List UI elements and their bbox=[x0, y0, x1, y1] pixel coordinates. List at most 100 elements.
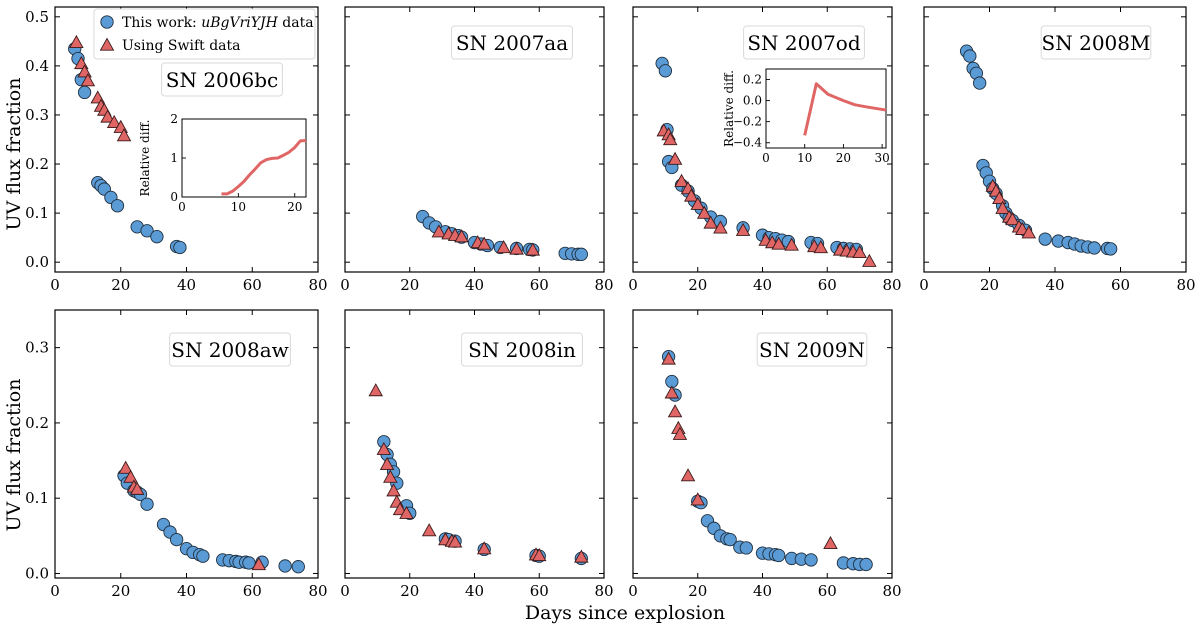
sn-label-text: SN 2007aa bbox=[456, 31, 568, 55]
point-swift bbox=[376, 441, 392, 455]
x-tick-label: 20 bbox=[400, 276, 419, 294]
point-swift bbox=[421, 523, 437, 537]
x-tick-label: 40 bbox=[753, 276, 772, 294]
point-swift bbox=[531, 547, 547, 562]
legend: This work: uBgVriYJH data Using Swift dat… bbox=[93, 8, 316, 60]
panel-sn-2006bc: 0 20 40 60 800.00.10.20.30.40.5SN 2006bc bbox=[25, 6, 328, 294]
point-swift bbox=[674, 173, 689, 187]
legend-label-italic: uBgVriYJH bbox=[201, 15, 278, 31]
x-tick-label: 60 bbox=[1111, 276, 1130, 294]
sn-label: SN 2008aw bbox=[169, 332, 291, 367]
point-swift bbox=[496, 240, 511, 254]
y-tick-label: 0.2 bbox=[25, 414, 49, 432]
inset-y-tick-label: 0.0 bbox=[743, 94, 762, 108]
inset-x-tick-label: 20 bbox=[836, 151, 851, 165]
x-tick-label: 0 bbox=[628, 582, 638, 600]
sn-label-text: SN 2008M bbox=[1042, 31, 1151, 55]
point-swift bbox=[80, 73, 96, 87]
point-swift bbox=[661, 351, 676, 365]
point-swift bbox=[862, 253, 877, 267]
sn-label: SN 2006bc bbox=[161, 62, 283, 97]
sn-label-box bbox=[756, 332, 868, 367]
x-tick-label: 20 bbox=[980, 276, 999, 294]
point-swift bbox=[399, 505, 414, 519]
point-this-work bbox=[804, 553, 818, 567]
sn-label-text: SN 2009N bbox=[759, 338, 865, 362]
sn-label-text: SN 2008in bbox=[468, 338, 576, 362]
point-this-work bbox=[739, 541, 753, 555]
point-swift bbox=[368, 383, 384, 397]
x-tick-label: 20 bbox=[688, 276, 707, 294]
sn-label: SN 2007od bbox=[743, 25, 865, 60]
inset-2006bc: 0 10 20 0 1 2 Relative diff. bbox=[138, 112, 307, 214]
point-this-work bbox=[291, 560, 305, 574]
point-this-work bbox=[77, 85, 92, 100]
point-swift bbox=[106, 114, 122, 128]
x-tick-label: 60 bbox=[243, 276, 262, 294]
inset-y-tick-label: 0 bbox=[170, 190, 178, 204]
point-swift bbox=[574, 549, 589, 563]
point-swift bbox=[454, 229, 469, 243]
legend-label-this-work: This work: uBgVriYJH data bbox=[122, 15, 314, 31]
legend-label-prefix: This work: bbox=[122, 15, 201, 31]
point-swift bbox=[680, 468, 696, 482]
x-tick-label: 60 bbox=[530, 276, 549, 294]
inset-x-tick-label: 30 bbox=[874, 151, 889, 165]
point-swift bbox=[447, 534, 463, 548]
x-tick-label: 40 bbox=[177, 276, 196, 294]
point-swift bbox=[664, 385, 680, 399]
x-tick-label: 20 bbox=[688, 582, 707, 600]
point-this-work bbox=[140, 224, 154, 238]
point-swift bbox=[823, 535, 838, 550]
axes-frame bbox=[344, 6, 605, 273]
x-tick-label: 60 bbox=[530, 582, 549, 600]
point-swift bbox=[713, 220, 728, 234]
x-tick-label: 40 bbox=[1045, 276, 1064, 294]
point-swift bbox=[386, 483, 401, 497]
inset-x-tick-label: 10 bbox=[231, 200, 246, 214]
sn-label: SN 2009N bbox=[756, 332, 868, 367]
x-tick-label: 20 bbox=[400, 582, 419, 600]
sn-label: SN 2007aa bbox=[451, 25, 573, 60]
x-tick-label: 80 bbox=[1176, 276, 1195, 294]
x-tick-label: 80 bbox=[882, 276, 901, 294]
point-swift bbox=[672, 426, 688, 440]
inset-frame bbox=[181, 118, 307, 198]
point-this-work bbox=[723, 532, 737, 547]
x-tick-label: 0 bbox=[340, 582, 350, 600]
point-swift bbox=[379, 456, 395, 470]
point-this-work bbox=[859, 557, 873, 572]
y-tick-label: 0.3 bbox=[25, 106, 49, 124]
point-swift bbox=[476, 541, 492, 555]
point-this-work bbox=[110, 199, 125, 213]
point-this-work bbox=[242, 556, 256, 570]
sn-label-box bbox=[451, 25, 573, 60]
x-tick-label: 0 bbox=[50, 582, 60, 600]
panel-sn-2007aa: 0 20 40 60 80 SN 2007aa bbox=[340, 6, 614, 294]
y-axis-label-top: UV flux fraction bbox=[3, 78, 25, 231]
x-tick-label: 80 bbox=[882, 582, 901, 600]
point-swift bbox=[1021, 225, 1037, 239]
panel-sn-2009n: 0 20 40 60 80 SN 2009N bbox=[628, 309, 902, 600]
inset-frame bbox=[765, 68, 887, 149]
point-this-work bbox=[278, 559, 292, 573]
point-swift bbox=[852, 244, 867, 259]
sn-label: SN 2008M bbox=[1040, 25, 1152, 60]
inset-x-tick-label: 0 bbox=[178, 200, 186, 214]
panel-sn-2008aw: 0 20 40 60 80 0.0 0.1 0.2 0.3 SN 2008aw bbox=[25, 309, 328, 600]
y-tick-label: 0.2 bbox=[25, 155, 49, 173]
x-tick-label: 20 bbox=[111, 276, 130, 294]
y-tick-label: 0.3 bbox=[25, 339, 49, 357]
x-tick-label: 60 bbox=[818, 276, 837, 294]
x-tick-label: 0 bbox=[50, 276, 60, 294]
point-swift bbox=[69, 34, 84, 48]
sn-label-text: SN 2007od bbox=[747, 31, 860, 55]
point-swift bbox=[1005, 212, 1020, 226]
point-swift bbox=[784, 237, 799, 251]
point-swift bbox=[735, 222, 751, 236]
panel-sn-2008in: 0 20 40 60 80 SN 2008in bbox=[340, 309, 614, 600]
x-tick-label: 40 bbox=[753, 582, 772, 600]
x-tick-label: 40 bbox=[177, 582, 196, 600]
point-swift bbox=[525, 242, 541, 256]
